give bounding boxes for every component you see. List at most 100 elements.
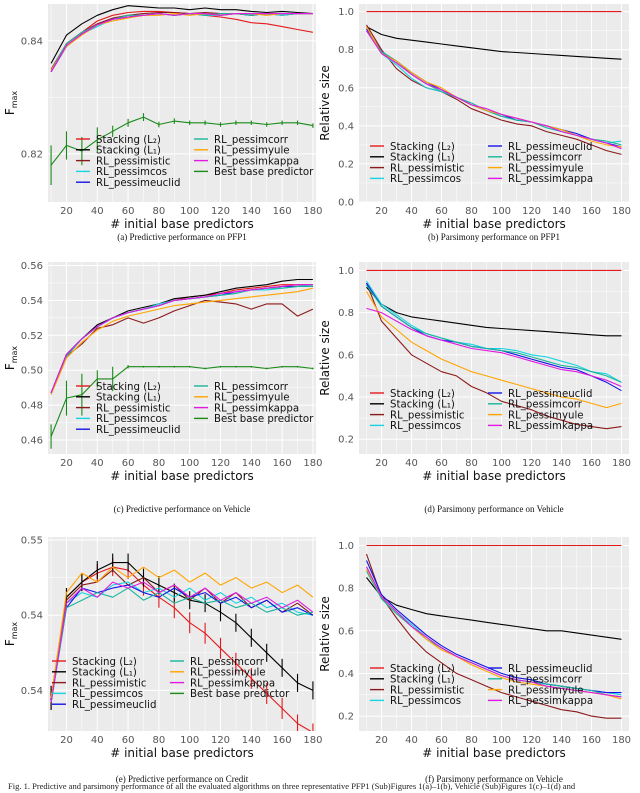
legend-label: RL_pessimcorr	[214, 382, 289, 393]
plot-area	[359, 262, 629, 454]
x-tick-label: 120	[522, 735, 541, 746]
plot-area	[359, 4, 629, 202]
plot-area	[48, 4, 316, 202]
series-line-rl_pessimkappa	[366, 307, 622, 388]
legend-label: RL_pessimkappa	[508, 421, 593, 432]
x-axis-label: # initial base predictors	[110, 469, 254, 483]
y-tick-label: 0.56	[21, 261, 43, 272]
x-tick-label: 20	[375, 735, 388, 746]
legend-label: RL_pessimcorr	[508, 153, 583, 164]
y-tick-label: 0.2	[338, 435, 354, 446]
x-tick-label: 140	[552, 458, 571, 469]
subfigure-caption: (a) Predictive performance on PFP1	[117, 232, 246, 242]
legend-label: RL_pessimistic	[72, 678, 147, 689]
legend-label: RL_pessimeuclid	[96, 425, 180, 436]
x-tick-label: 60	[122, 458, 135, 469]
chart-panel-f: 20 40 60 80 100 120 140 160 180 0.2 0.4 0.6 0.8 1.0 # …	[318, 537, 631, 784]
gridlines	[359, 4, 629, 203]
x-axis-label: # initial base predictors	[422, 217, 566, 231]
y-axis-label: Fmax	[3, 346, 19, 371]
legend-label: RL_pessimistic	[96, 156, 171, 167]
legend-label: RL_pessimkappa	[190, 678, 275, 689]
x-tick-label: 60	[122, 735, 135, 746]
legend-label: RL_pessimcorr	[190, 657, 265, 668]
legend-label: Best base predictor	[190, 689, 290, 700]
legend-label: RL_pessimeuclid	[96, 178, 180, 189]
x-tick-label: 40	[405, 206, 418, 217]
chart-panel-b: 20 40 60 80 100 120 140 160 180 0.0 0.2 0.4 0.6 0.8 1.…	[318, 4, 631, 242]
legend-label: RL_pessimistic	[390, 163, 465, 174]
x-tick-label: 140	[552, 206, 571, 217]
y-tick-label: 0.0	[338, 198, 354, 209]
y-axis-label: Fmax	[3, 622, 19, 647]
y-tick-label: 0.2	[338, 712, 354, 723]
x-tick-label: 100	[180, 458, 199, 469]
x-tick-label: 60	[435, 206, 448, 217]
x-tick-label: 100	[492, 735, 511, 746]
legend-label: RL_pessimistic	[390, 685, 465, 696]
x-tick-label: 80	[465, 458, 478, 469]
x-tick-label: 160	[273, 735, 292, 746]
gridlines	[48, 262, 316, 454]
legend-label: RL_pessimistic	[390, 410, 465, 421]
x-axis-label: # initial base predictors	[110, 217, 254, 231]
legend-label: Stacking (L₂)	[390, 664, 455, 675]
series-line-stacking_l1	[50, 5, 313, 64]
x-tick-label: 100	[492, 458, 511, 469]
legend-label: RL_pessimcos	[390, 174, 461, 185]
x-tick-label: 20	[60, 206, 73, 217]
x-tick-label: 160	[582, 206, 601, 217]
x-tick-label: 180	[303, 735, 322, 746]
legend-label: RL_pessimkappa	[214, 156, 299, 167]
y-tick-label: 0.54	[21, 686, 43, 697]
x-tick-label: 20	[60, 735, 73, 746]
y-tick-label: 0.50	[21, 366, 43, 377]
y-axis-label: Relative size	[318, 65, 332, 140]
y-tick-label: 0.6	[338, 83, 354, 94]
series-line-rl_pessimyule	[366, 291, 622, 409]
y-tick-label: 0.54	[21, 611, 43, 622]
legend-label: Stacking (L₂)	[96, 135, 161, 146]
series-line-stacking_l1	[50, 278, 313, 394]
x-tick-label: 40	[91, 458, 104, 469]
legend-label: RL_pessimyule	[508, 410, 584, 421]
y-tick-label: 0.4	[338, 669, 354, 680]
subfigure-caption: (f) Parsimony performance on Vehicle	[425, 774, 563, 784]
legend-label: RL_pessimeuclid	[508, 142, 592, 153]
x-tick-label: 100	[180, 735, 199, 746]
legend: Stacking (L₂) RL_pessimeuclid Stacking (L₁…	[370, 664, 593, 707]
x-tick-label: 20	[60, 458, 73, 469]
x-tick-label: 60	[435, 458, 448, 469]
x-tick-label: 160	[273, 458, 292, 469]
legend-label: RL_pessimkappa	[508, 174, 593, 185]
legend-label: RL_pessimyule	[214, 393, 290, 404]
y-tick-label: 0.55	[21, 536, 43, 547]
legend-label: RL_pessimcos	[96, 167, 167, 178]
x-tick-label: 140	[242, 458, 261, 469]
legend-label: Best base predictor	[214, 414, 314, 425]
y-tick-label: 0.48	[21, 401, 43, 412]
gridlines	[48, 4, 316, 202]
y-axis-label: Relative size	[318, 596, 332, 671]
legend-label: RL_pessimyule	[214, 146, 290, 157]
series-line-rl_pessimcorr	[50, 587, 314, 703]
chart-panel-a: 20 40 60 80 100 120 140 160 180 0.82 0.84 # initial…	[3, 4, 322, 242]
subfigure-caption: (c) Predictive performance on Vehicle	[114, 504, 251, 514]
x-tick-label: 160	[582, 735, 601, 746]
x-axis-label: # initial base predictors	[110, 746, 254, 760]
y-tick-label: 0.46	[21, 436, 43, 447]
x-tick-label: 140	[242, 735, 261, 746]
series-group	[366, 11, 622, 155]
y-tick-label: 0.8	[338, 584, 354, 595]
panels: 20 40 60 80 100 120 140 160 180 0.82 0.84 # initial…	[3, 4, 631, 784]
series-line-rl_pessimeuclid	[50, 584, 314, 703]
x-tick-label: 160	[582, 458, 601, 469]
x-tick-label: 80	[465, 735, 478, 746]
x-tick-label: 40	[91, 735, 104, 746]
y-tick-label: 0.54	[21, 296, 43, 307]
legend-label: Stacking (L₁)	[390, 675, 455, 686]
series-line-rl_pessimkappa	[50, 284, 313, 394]
y-axis-label: Fmax	[3, 91, 19, 116]
